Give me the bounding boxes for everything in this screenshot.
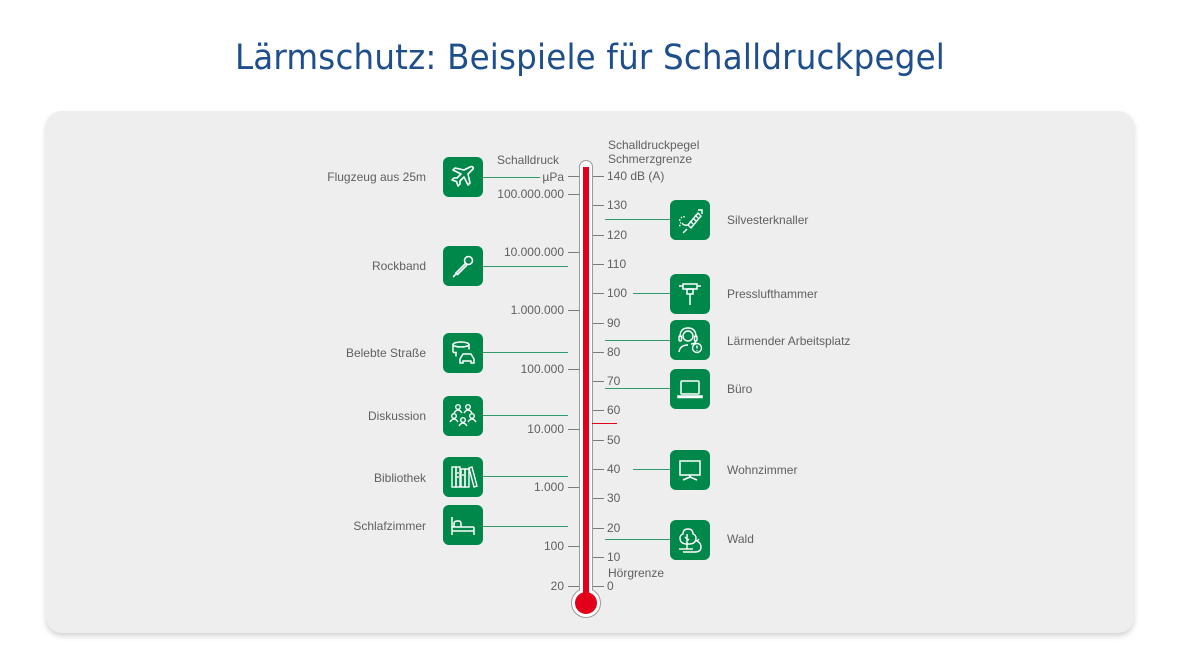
- connector-line: [605, 340, 670, 341]
- right-tick-label: 20: [607, 521, 621, 535]
- right-tick: [593, 528, 604, 529]
- right-tick-label: 130: [607, 198, 628, 212]
- left-tick: [568, 194, 579, 195]
- right-axis-header: Schalldruckpegel: [608, 138, 700, 152]
- right-tick: [593, 235, 604, 236]
- left-tick-label: 1.000.000: [510, 303, 564, 317]
- left-tick-label: 100.000: [520, 362, 564, 376]
- example-label: Lärmender Arbeitsplatz: [727, 334, 851, 348]
- connector-line: [483, 415, 568, 416]
- left-tick-label: 20: [550, 579, 564, 593]
- example-label: Schlafzimmer: [353, 519, 426, 533]
- connector-line: [483, 266, 568, 267]
- right-tick-label: 60: [607, 403, 621, 417]
- left-tick: [568, 487, 579, 488]
- firework-rocket-icon: [670, 200, 710, 240]
- right-tick-label: 110: [607, 257, 627, 271]
- right-tick: [593, 586, 604, 587]
- connector-line: [605, 388, 670, 389]
- tree-path-icon: [670, 520, 710, 560]
- right-tick-label: 10: [607, 550, 621, 564]
- right-tick-label: 100: [607, 286, 628, 300]
- right-tick-label: 70: [607, 374, 621, 388]
- example-label: Rockband: [371, 259, 426, 273]
- right-tick: [593, 293, 604, 294]
- people-group-icon: [443, 396, 483, 436]
- left-axis-header: Schalldruck: [497, 153, 560, 167]
- books-icon: [443, 457, 483, 497]
- right-tick: [593, 469, 604, 470]
- left-tick-label: 100.000.000: [497, 187, 564, 201]
- connector-line: [483, 177, 540, 178]
- right-tick: [593, 410, 604, 411]
- example-label: Presslufthammer: [727, 287, 818, 301]
- left-tick: [568, 369, 579, 370]
- right-tick: [593, 498, 604, 499]
- traffic-icon: [443, 333, 483, 373]
- airplane-icon: [443, 157, 483, 197]
- red-marker-line: [592, 423, 617, 424]
- connector-line: [605, 219, 670, 220]
- example-label: Diskussion: [367, 409, 426, 423]
- thermometer-fill: [583, 167, 589, 597]
- left-tick: [568, 252, 579, 253]
- right-tick: [593, 352, 604, 353]
- left-tick: [568, 586, 579, 587]
- thermometer-neck-fill: [583, 585, 589, 595]
- example-label: Flugzeug aus 25m: [327, 170, 426, 184]
- microphone-icon: [443, 246, 483, 286]
- right-tick-label: 90: [607, 316, 621, 330]
- left-tick-label: 100: [543, 539, 564, 553]
- page-title: Lärmschutz: Beispiele für Schalldruckpeg…: [234, 38, 946, 78]
- right-tick: [593, 205, 604, 206]
- left-axis-unit: µPa: [542, 170, 564, 184]
- left-tick: [568, 429, 579, 430]
- jackhammer-icon: [670, 274, 710, 314]
- right-tick: [593, 323, 604, 324]
- right-tick: [593, 440, 604, 441]
- left-tick-label: 1.000: [533, 480, 564, 494]
- right-tick-label: 50: [607, 433, 621, 447]
- example-label: Wald: [727, 532, 754, 546]
- right-tick-label: 120: [607, 228, 628, 242]
- example-label: Belebte Straße: [345, 346, 426, 360]
- example-label: Bibliothek: [373, 471, 426, 485]
- right-tick-label: 0: [607, 579, 614, 593]
- left-tick-label: 10.000.000: [503, 245, 564, 259]
- connector-line: [605, 539, 670, 540]
- connector-line: [633, 293, 670, 294]
- left-tick-label: 10.000: [527, 422, 564, 436]
- hearing-threshold-label: Hörgrenze: [608, 566, 665, 580]
- thermometer-bulb: [575, 592, 597, 614]
- connector-line: [483, 526, 568, 527]
- right-tick-label: 140 dB (A): [607, 169, 665, 183]
- pain-threshold-label: Schmerzgrenze: [608, 152, 693, 166]
- connector-line: [483, 352, 568, 353]
- right-tick: [593, 381, 604, 382]
- right-tick-label: 30: [607, 491, 621, 505]
- right-tick: [593, 176, 604, 177]
- right-tick-label: 40: [607, 462, 621, 476]
- example-label: Wohnzimmer: [727, 463, 798, 477]
- connector-line: [633, 469, 670, 470]
- right-tick: [593, 264, 604, 265]
- left-tick: [568, 310, 579, 311]
- right-tick: [593, 557, 604, 558]
- left-tick: [568, 176, 579, 177]
- connector-line: [483, 476, 568, 477]
- headset-warning-icon: [670, 320, 710, 360]
- right-tick-label: 80: [607, 345, 621, 359]
- example-label: Büro: [727, 382, 753, 396]
- example-label: Silvesterknaller: [727, 213, 809, 227]
- bed-icon: [443, 505, 483, 545]
- laptop-icon: [670, 369, 710, 409]
- tv-icon: [670, 450, 710, 490]
- left-tick: [568, 546, 579, 547]
